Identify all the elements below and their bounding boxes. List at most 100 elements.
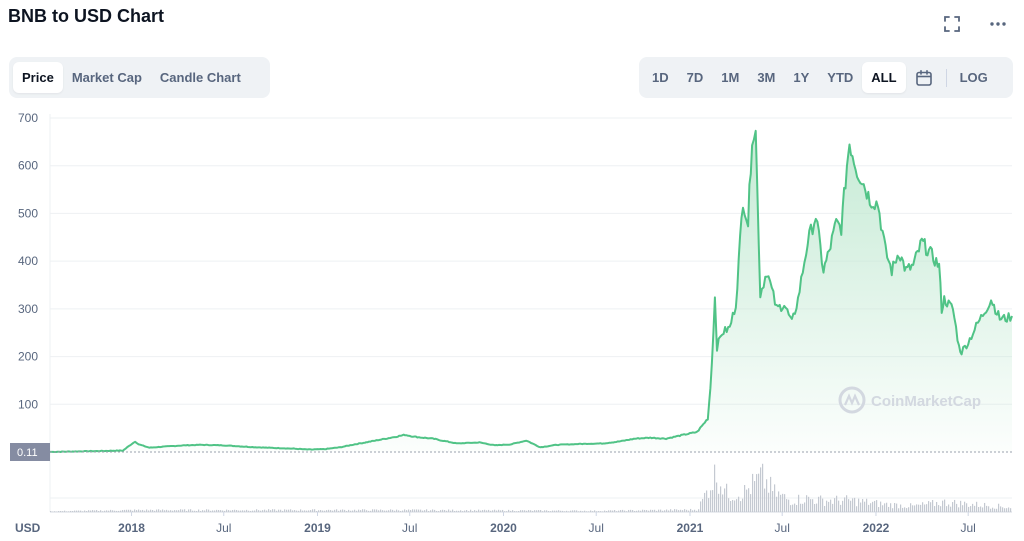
volume-bar: [932, 499, 934, 512]
volume-bar: [320, 509, 322, 512]
volume-bar: [380, 509, 382, 512]
volume-bar: [186, 510, 188, 512]
volume-bar: [918, 504, 920, 512]
volume-bar: [304, 510, 306, 512]
volume-bar: [804, 502, 806, 512]
volume-bar: [634, 510, 636, 512]
volume-bar: [652, 509, 654, 512]
volume-bar: [1010, 508, 1012, 512]
volume-bar: [908, 507, 910, 512]
volume-bar: [170, 510, 172, 512]
volume-bar: [812, 499, 814, 512]
volume-bar: [148, 510, 150, 512]
volume-bar: [260, 510, 262, 512]
volume-bar: [664, 510, 666, 512]
volume-bar: [674, 509, 676, 512]
volume-bar: [72, 511, 74, 512]
chart-type-tabs: Price Market Cap Candle Chart: [9, 57, 270, 98]
range-ytd[interactable]: YTD: [827, 70, 854, 85]
volume-bar: [272, 509, 274, 512]
volume-bar: [350, 510, 352, 512]
volume-bar: [762, 463, 764, 512]
volume-bar: [134, 509, 136, 512]
volume-bar: [384, 510, 386, 512]
range-all[interactable]: ALL: [862, 62, 906, 93]
volume-bar: [222, 510, 224, 512]
volume-bar: [668, 510, 670, 512]
volume-bar: [176, 510, 178, 512]
log-toggle[interactable]: LOG: [959, 70, 988, 85]
range-7d[interactable]: 7D: [686, 70, 704, 85]
volume-bar: [530, 510, 532, 512]
volume-bar: [526, 510, 528, 512]
more-icon[interactable]: [986, 12, 1010, 36]
volume-bar: [690, 508, 692, 512]
volume-bar: [818, 496, 820, 512]
volume-bar: [614, 510, 616, 512]
y-tick-label: 400: [18, 254, 38, 268]
tab-candle-chart[interactable]: Candle Chart: [159, 70, 241, 85]
volume-bar: [136, 510, 138, 512]
volume-bar: [978, 506, 980, 512]
volume-bar: [788, 499, 790, 512]
volume-bar: [714, 464, 716, 512]
volume-bar: [286, 509, 288, 512]
volume-bar: [296, 510, 298, 512]
volume-bar: [556, 510, 558, 512]
volume-bar: [828, 501, 830, 512]
volume-bar: [244, 510, 246, 512]
volume-bar: [144, 510, 146, 512]
volume-bar: [78, 510, 80, 512]
volume-bar: [150, 509, 152, 512]
volume-bar: [662, 510, 664, 512]
volume-bar: [278, 509, 280, 512]
volume-bar: [890, 503, 892, 512]
volume-bar: [884, 503, 886, 512]
volume-bar: [332, 510, 334, 512]
volume-bar: [970, 506, 972, 512]
volume-bar: [84, 510, 86, 512]
tab-price[interactable]: Price: [13, 62, 63, 93]
range-1y[interactable]: 1Y: [793, 70, 810, 85]
volume-bar: [490, 510, 492, 512]
volume-bar: [66, 511, 68, 512]
volume-bar: [162, 509, 164, 512]
calendar-button[interactable]: [906, 62, 942, 93]
volume-bar: [968, 506, 970, 512]
volume-bar: [282, 510, 284, 512]
volume-bar: [740, 501, 742, 512]
volume-bar: [586, 511, 588, 512]
volume-bar: [926, 504, 928, 512]
volume-bar: [822, 498, 824, 512]
range-3m[interactable]: 3M: [757, 70, 776, 85]
volume-bar: [196, 510, 198, 512]
volume-bar: [982, 507, 984, 512]
volume-bar: [432, 509, 434, 512]
volume-bar: [672, 510, 674, 512]
volume-bar: [916, 504, 918, 512]
volume-bar: [936, 502, 938, 512]
volume-bar: [140, 510, 142, 512]
volume-bar: [402, 510, 404, 512]
volume-bar: [100, 510, 102, 512]
range-1d[interactable]: 1D: [652, 70, 669, 85]
volume-bar: [616, 511, 618, 512]
volume-bar: [826, 500, 828, 512]
currency-label: USD: [15, 521, 41, 535]
tab-market-cap[interactable]: Market Cap: [71, 70, 142, 85]
volume-bar: [620, 510, 622, 512]
volume-bar: [682, 510, 684, 512]
volume-bar: [952, 502, 954, 512]
volume-bar: [734, 500, 736, 512]
volume-bar: [166, 509, 168, 512]
coinmarketcap-logo-icon: [838, 386, 866, 414]
volume-bar: [516, 511, 518, 512]
volume-bar: [132, 510, 134, 512]
volume-bar: [474, 510, 476, 512]
volume-bar: [924, 504, 926, 512]
fullscreen-icon[interactable]: [940, 12, 964, 36]
volume-bar: [354, 509, 356, 512]
volume-bar: [902, 507, 904, 512]
volume-bar: [234, 509, 236, 512]
range-1m[interactable]: 1M: [721, 70, 740, 85]
